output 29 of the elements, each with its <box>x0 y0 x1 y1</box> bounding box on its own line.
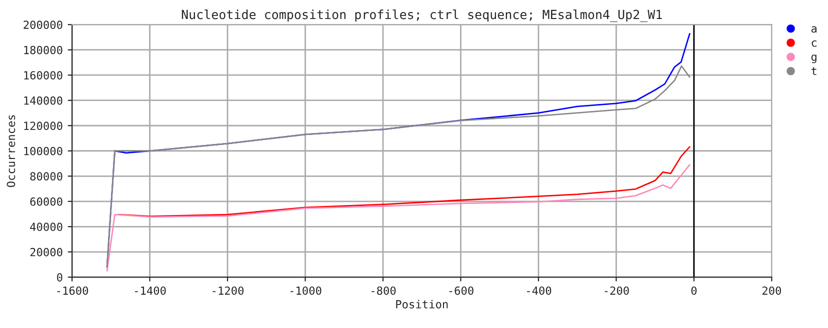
y-tick-label: 180000 <box>24 46 62 54</box>
x-tick-label: -400 <box>527 286 552 295</box>
y-tick-label: 200000 <box>24 20 62 30</box>
y-tick-label: 80000 <box>30 172 62 181</box>
x-tick-label: -1200 <box>212 286 244 295</box>
y-tick-label: 40000 <box>30 222 62 232</box>
x-tick-label: -800 <box>372 286 396 295</box>
y-tick-label: 60000 <box>30 197 62 206</box>
y-axis-title: Occurrences <box>6 115 16 188</box>
legend-label: a <box>811 26 816 33</box>
x-tick-label: -600 <box>449 286 474 295</box>
x-tick-label: -1600 <box>57 286 88 295</box>
line-series <box>106 164 690 272</box>
y-tick-label: 20000 <box>30 248 62 256</box>
x-tick-label: 0 <box>691 286 697 295</box>
y-tick-label: 120000 <box>24 122 62 130</box>
x-tick-label: -1000 <box>290 286 322 295</box>
y-tick-label: 0 <box>57 273 62 282</box>
x-axis-title: Position <box>396 300 448 308</box>
x-tick-label: -1400 <box>134 286 166 295</box>
chart-title: Nucleotide composition profiles; ctrl sequence; MEsalmon4_Up2_W1 <box>182 9 662 22</box>
x-tick-label: -200 <box>604 286 629 295</box>
x-tick-label: 200 <box>762 286 782 295</box>
y-tick-label: 160000 <box>24 71 62 80</box>
y-tick-label: 100000 <box>24 146 62 156</box>
y-tick-label: 140000 <box>24 96 62 105</box>
legend-label: t <box>811 67 816 76</box>
legend-label: g <box>811 54 816 64</box>
legend-label: c <box>812 40 817 47</box>
